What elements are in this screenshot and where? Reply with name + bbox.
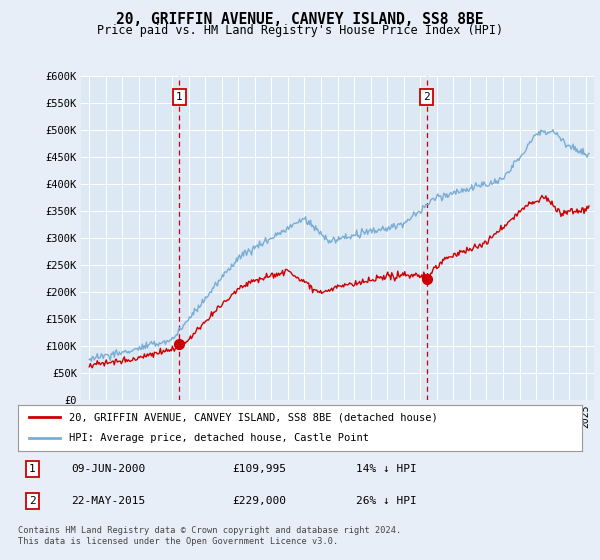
Text: Price paid vs. HM Land Registry's House Price Index (HPI): Price paid vs. HM Land Registry's House … (97, 24, 503, 36)
Text: 26% ↓ HPI: 26% ↓ HPI (356, 496, 417, 506)
Text: £109,995: £109,995 (232, 464, 286, 474)
Text: Contains HM Land Registry data © Crown copyright and database right 2024.
This d: Contains HM Land Registry data © Crown c… (18, 526, 401, 546)
Text: 14% ↓ HPI: 14% ↓ HPI (356, 464, 417, 474)
Text: 1: 1 (29, 464, 35, 474)
Text: HPI: Average price, detached house, Castle Point: HPI: Average price, detached house, Cast… (69, 433, 369, 444)
Text: £229,000: £229,000 (232, 496, 286, 506)
Text: 20, GRIFFIN AVENUE, CANVEY ISLAND, SS8 8BE (detached house): 20, GRIFFIN AVENUE, CANVEY ISLAND, SS8 8… (69, 412, 437, 422)
Text: 1: 1 (176, 92, 182, 102)
Text: 2: 2 (424, 92, 430, 102)
Text: 20, GRIFFIN AVENUE, CANVEY ISLAND, SS8 8BE: 20, GRIFFIN AVENUE, CANVEY ISLAND, SS8 8… (116, 12, 484, 27)
Text: 22-MAY-2015: 22-MAY-2015 (71, 496, 146, 506)
Text: 09-JUN-2000: 09-JUN-2000 (71, 464, 146, 474)
Text: 2: 2 (29, 496, 35, 506)
